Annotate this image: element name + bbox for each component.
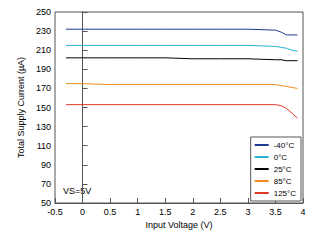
- svg-text:1.5: 1.5: [159, 207, 172, 217]
- svg-text:50: 50: [41, 198, 51, 208]
- svg-text:3: 3: [245, 207, 250, 217]
- svg-text:0.5: 0.5: [104, 207, 117, 217]
- svg-text:0°C: 0°C: [274, 153, 288, 162]
- svg-text:170: 170: [36, 83, 51, 93]
- svg-text:3.5: 3.5: [269, 207, 282, 217]
- svg-text:2.5: 2.5: [214, 207, 227, 217]
- svg-text:4: 4: [300, 207, 305, 217]
- svg-text:-40°C: -40°C: [274, 141, 295, 150]
- svg-text:70: 70: [41, 179, 51, 189]
- svg-text:110: 110: [37, 141, 51, 151]
- svg-text:125°C: 125°C: [274, 189, 297, 198]
- svg-text:85°C: 85°C: [274, 177, 292, 186]
- svg-text:190: 190: [36, 64, 51, 74]
- svg-text:1: 1: [135, 207, 140, 217]
- svg-text:-0.5: -0.5: [47, 207, 63, 217]
- svg-text:0: 0: [80, 207, 85, 217]
- svg-text:90: 90: [41, 160, 51, 170]
- svg-text:2: 2: [190, 207, 195, 217]
- svg-text:Total Supply Current (µA): Total Supply Current (µA): [16, 57, 26, 158]
- svg-text:Input Voltage (V): Input Voltage (V): [145, 220, 212, 230]
- svg-text:150: 150: [36, 103, 51, 113]
- svg-text:25°C: 25°C: [274, 165, 292, 174]
- svg-text:VS=5V: VS=5V: [63, 186, 91, 196]
- svg-text:250: 250: [36, 7, 51, 17]
- svg-text:210: 210: [36, 45, 51, 55]
- svg-text:230: 230: [36, 26, 51, 36]
- svg-text:130: 130: [36, 122, 51, 132]
